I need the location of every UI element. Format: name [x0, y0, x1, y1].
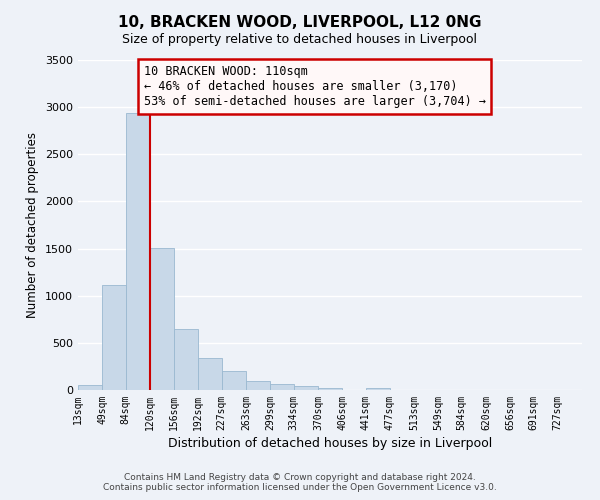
Bar: [246, 380, 270, 390]
Bar: [365, 388, 390, 390]
Bar: [150, 248, 174, 390]
Bar: [222, 370, 246, 390]
Bar: [270, 384, 294, 390]
Y-axis label: Number of detached properties: Number of detached properties: [26, 132, 40, 318]
Bar: [198, 358, 222, 390]
Bar: [78, 386, 102, 390]
Text: Size of property relative to detached houses in Liverpool: Size of property relative to detached ho…: [122, 32, 478, 46]
Bar: [174, 329, 198, 390]
Text: 10, BRACKEN WOOD, LIVERPOOL, L12 0NG: 10, BRACKEN WOOD, LIVERPOOL, L12 0NG: [118, 15, 482, 30]
Text: Contains HM Land Registry data © Crown copyright and database right 2024.
Contai: Contains HM Land Registry data © Crown c…: [103, 473, 497, 492]
Bar: [294, 386, 318, 390]
Bar: [102, 286, 126, 390]
X-axis label: Distribution of detached houses by size in Liverpool: Distribution of detached houses by size …: [168, 437, 492, 450]
Text: 10 BRACKEN WOOD: 110sqm
← 46% of detached houses are smaller (3,170)
53% of semi: 10 BRACKEN WOOD: 110sqm ← 46% of detache…: [143, 65, 485, 108]
Bar: [126, 113, 150, 390]
Bar: [318, 388, 342, 390]
